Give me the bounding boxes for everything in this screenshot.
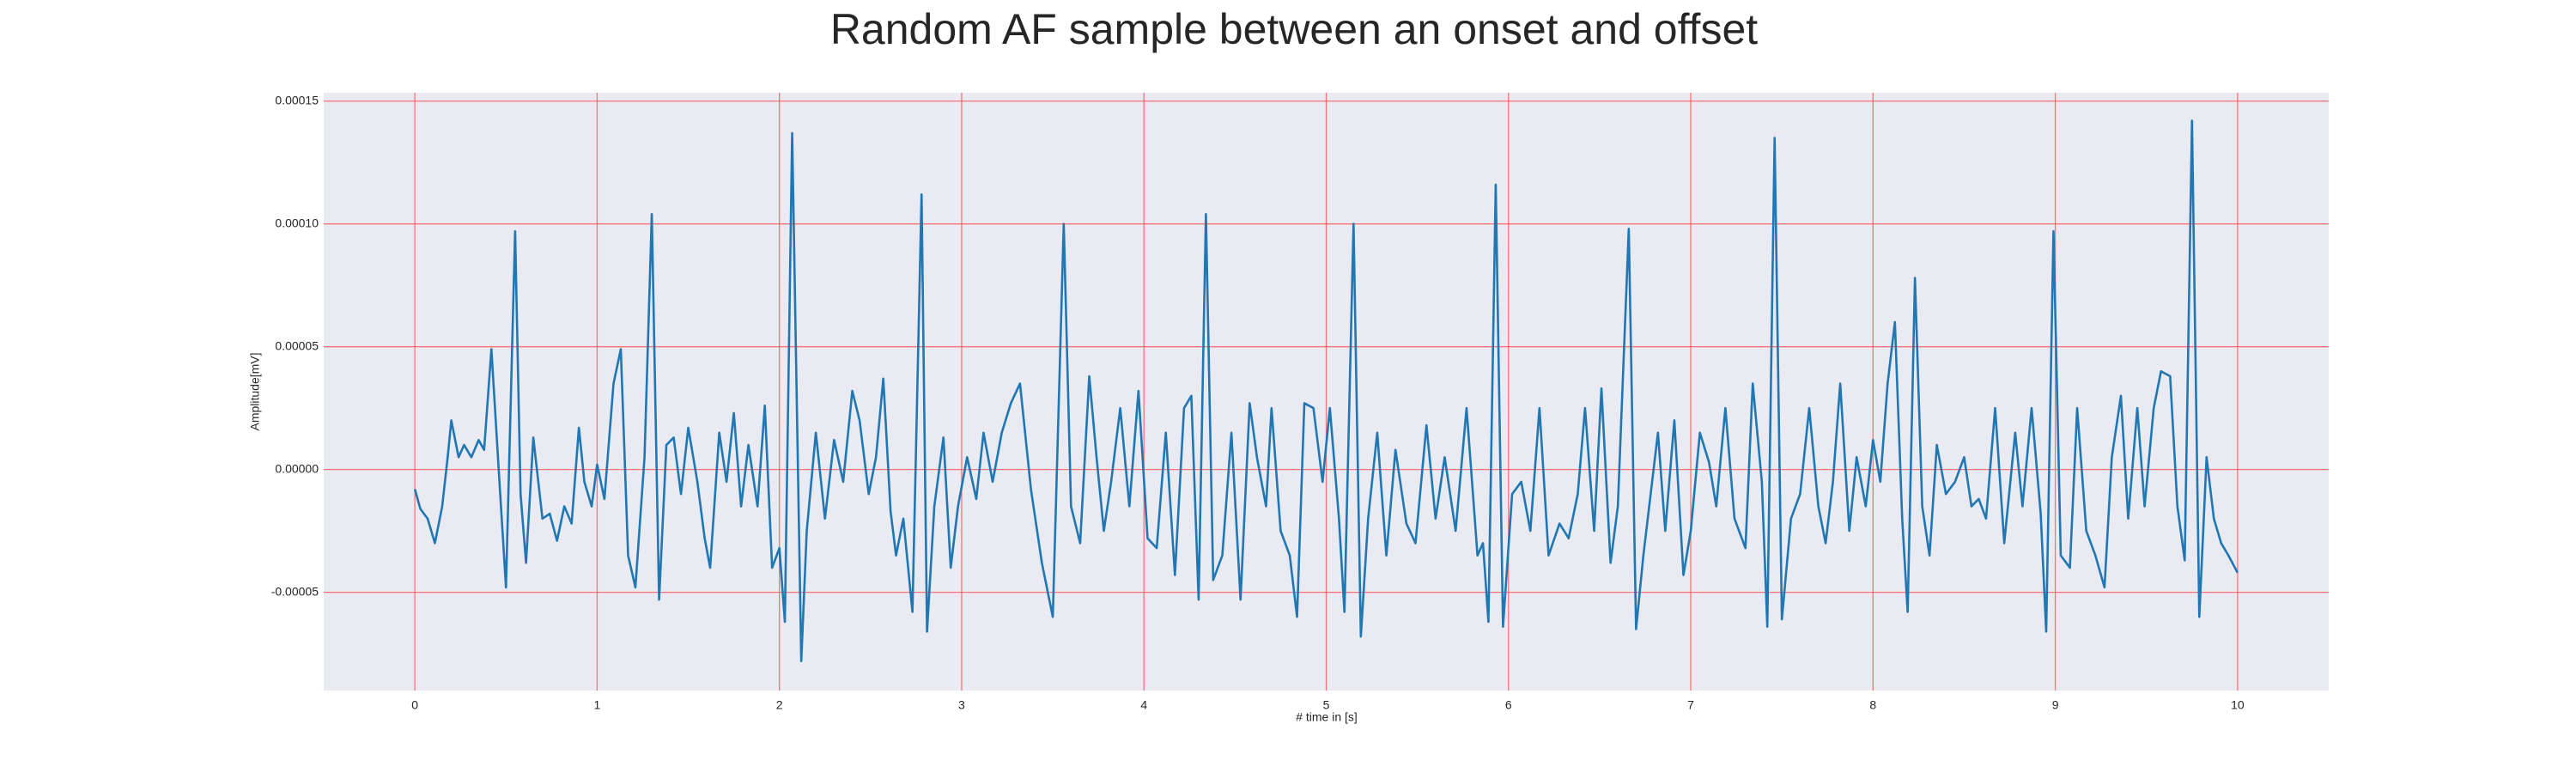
y-tick-label: 0.00010	[275, 216, 319, 229]
x-tick-label: 8	[1869, 698, 1876, 712]
chart-title: Random AF sample between an onset and of…	[830, 5, 1758, 53]
y-tick-label: 0.00000	[275, 461, 319, 475]
x-tick-label: 3	[958, 698, 965, 712]
x-tick-label: 10	[2231, 698, 2245, 712]
y-tick-label: 0.00005	[275, 338, 319, 352]
y-tick-label: -0.00005	[271, 584, 319, 598]
x-tick-label: 1	[594, 698, 601, 712]
y-tick-label: 0.00015	[275, 93, 319, 107]
y-axis-label: Amplitude[mV]	[248, 352, 262, 430]
x-tick-label: 6	[1505, 698, 1512, 712]
x-axis-label: # time in [s]	[1296, 710, 1358, 724]
x-tick-label: 9	[2052, 698, 2059, 712]
x-tick-label: 0	[411, 698, 418, 712]
x-tick-label: 2	[776, 698, 783, 712]
x-tick-label: 4	[1140, 698, 1147, 712]
x-tick-label: 7	[1687, 698, 1694, 712]
signal-line	[413, 119, 2239, 662]
x-tick-label: 5	[1323, 698, 1330, 712]
